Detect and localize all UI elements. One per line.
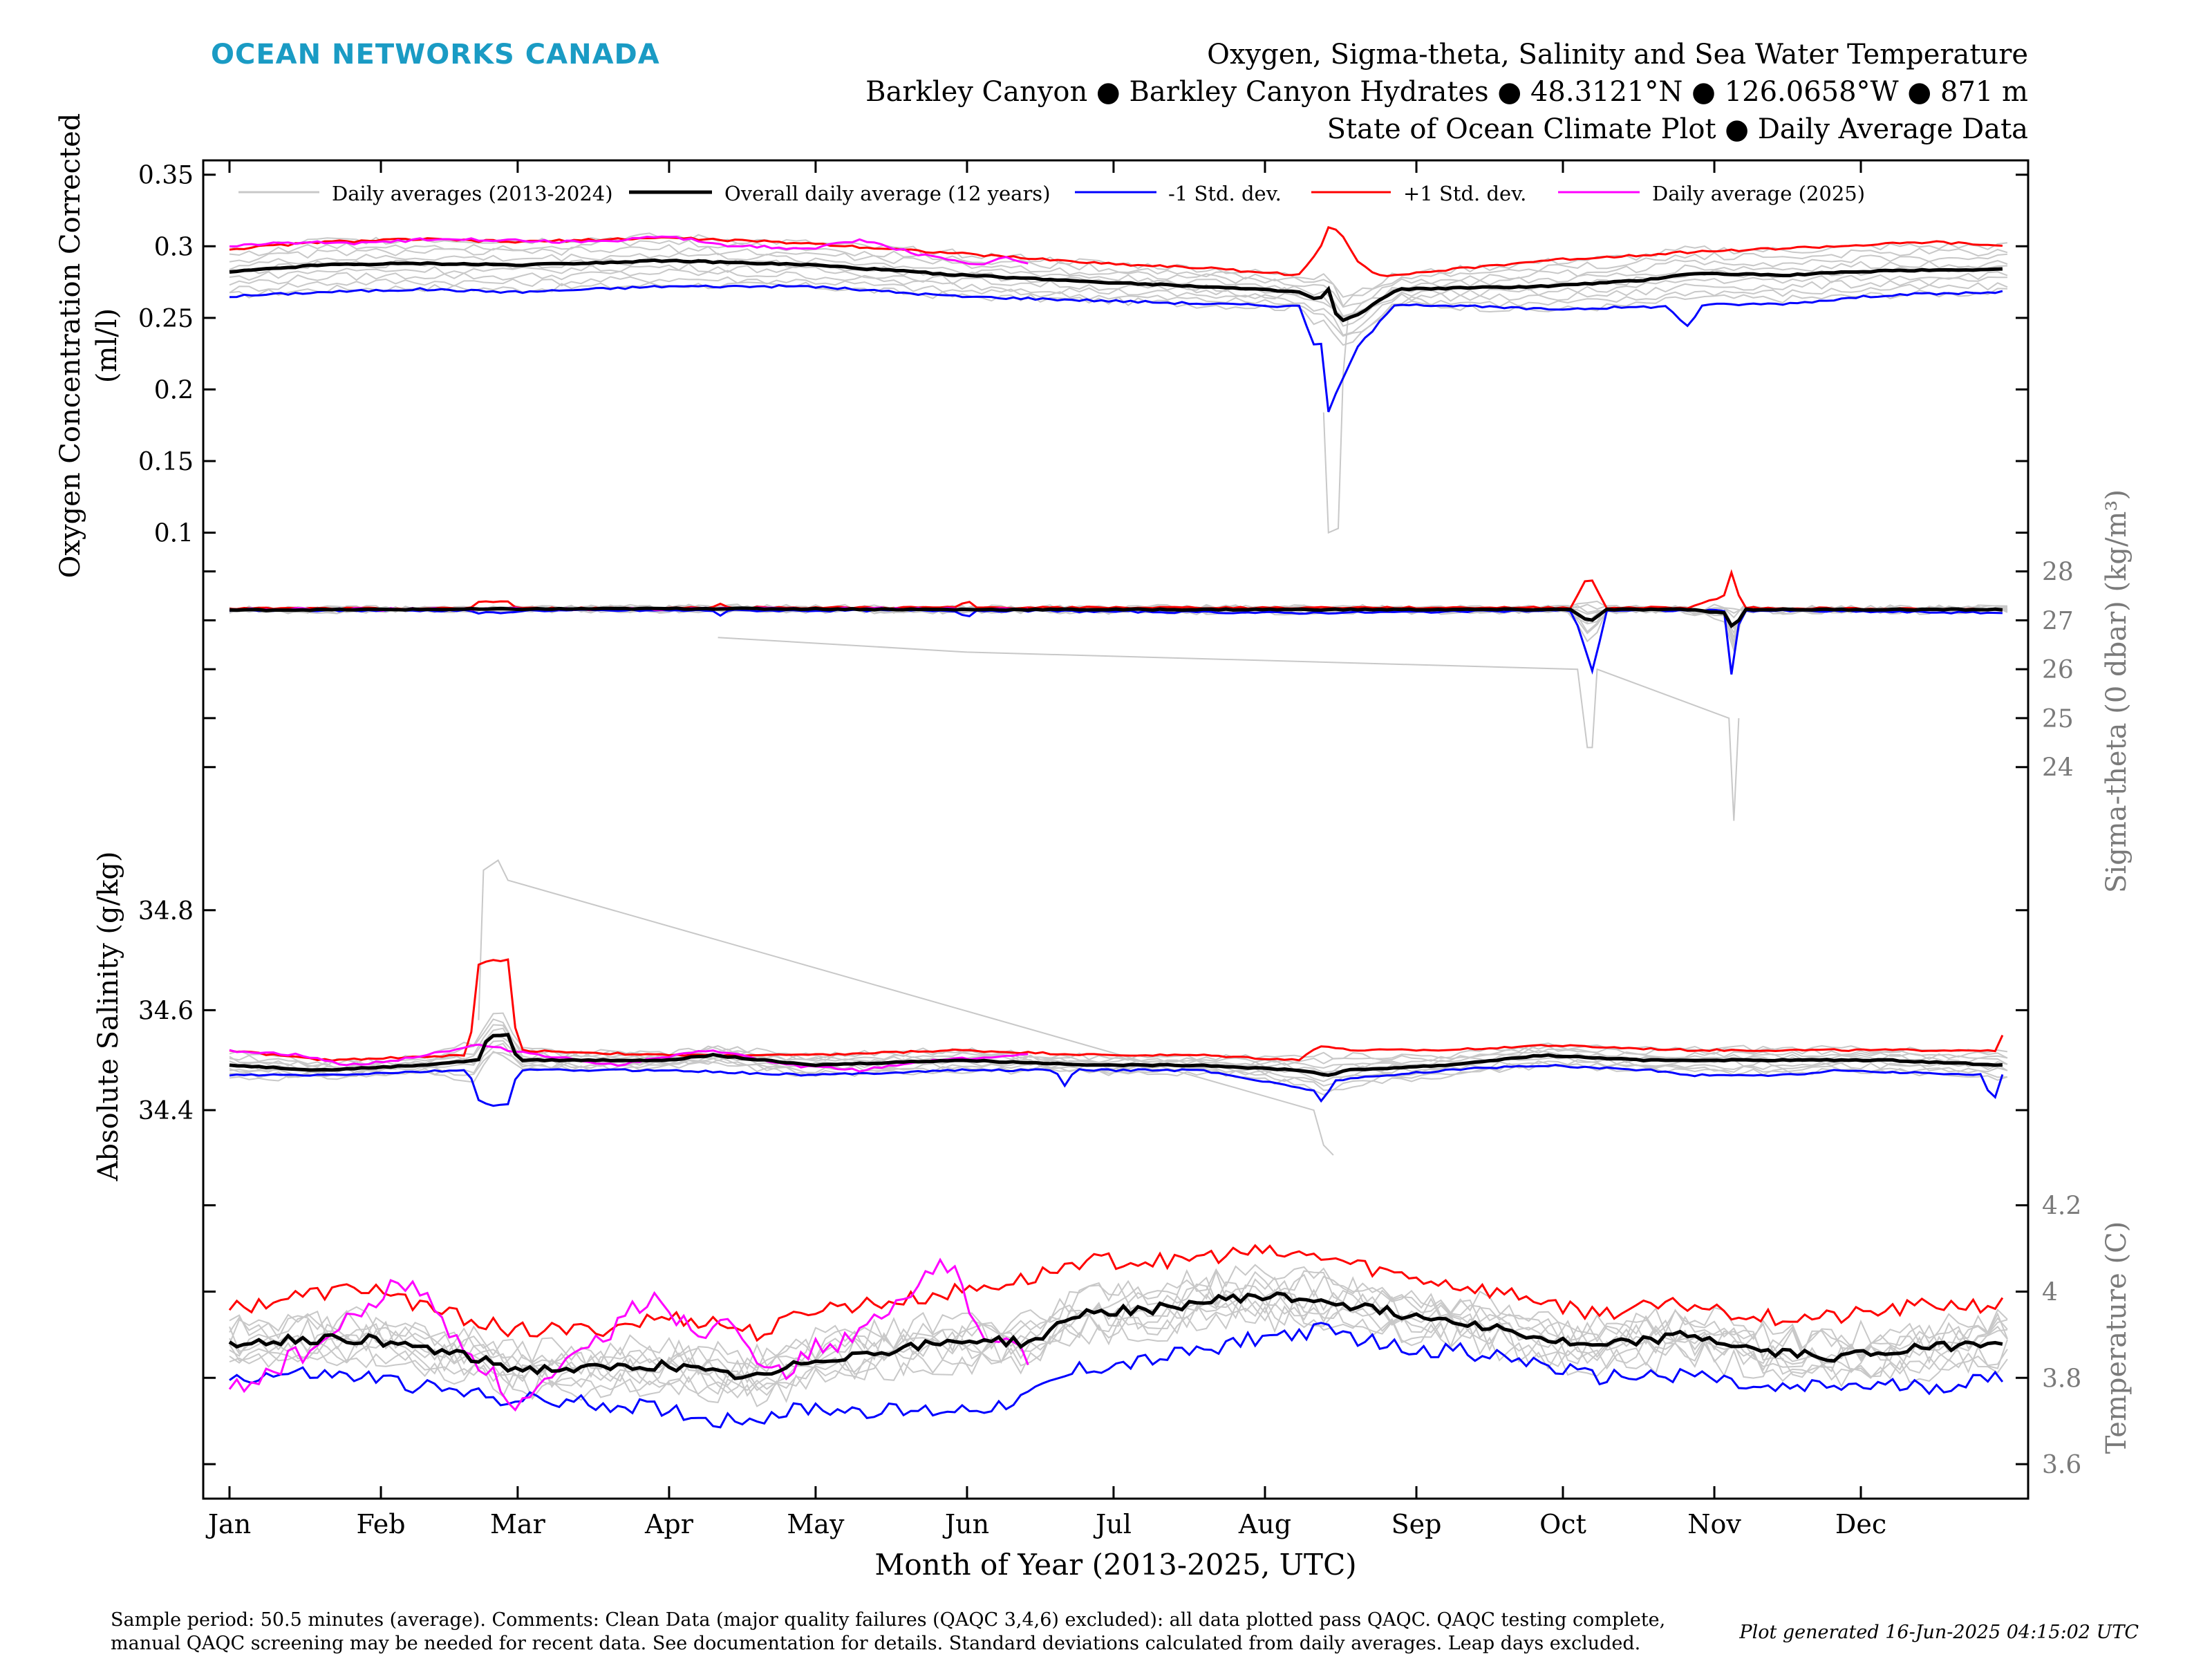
- legend-label-overall: Overall daily average (12 years): [724, 182, 1051, 205]
- oxygen-tick-label: 0.1: [154, 520, 194, 548]
- x-tick-label: Feb: [356, 1509, 405, 1539]
- sigma_theta-tick-label: 26: [2042, 656, 2074, 684]
- x-tick-label: Mar: [490, 1509, 546, 1539]
- legend-label-minus: -1 Std. dev.: [1168, 182, 1282, 205]
- temperature-historical-trace: [229, 1264, 2008, 1371]
- legend-label-plus: +1 Std. dev.: [1403, 182, 1526, 205]
- temperature-historical-trace: [229, 1273, 2008, 1378]
- x-tick-label: Dec: [1835, 1509, 1886, 1539]
- salinity-panel: 34.4 34.6 34.8: [138, 859, 2028, 1156]
- plot-frame: [202, 159, 2030, 1500]
- sigma_theta-overall-avg-line: [229, 606, 2003, 628]
- chart-title-line1: Oxygen, Sigma-theta, Salinity and Sea Wa…: [1207, 39, 2028, 71]
- temperature-historical-trace: [229, 1269, 2008, 1372]
- oxygen-historical-trace: [229, 252, 2008, 317]
- legend: Daily averages (2013-2024) Overall daily…: [207, 171, 1888, 213]
- oxygen-historical-spike: [1322, 317, 1349, 534]
- salinity-current-year-line: [229, 1043, 1029, 1073]
- oxygen-tick-label: 0.2: [154, 376, 194, 404]
- salinity-historical-spike: [478, 859, 1334, 1156]
- legend-label-historical: Daily averages (2013-2024): [332, 182, 613, 205]
- temperature-historical-trace: [229, 1280, 2008, 1384]
- sigma_theta-tick-label: 24: [2042, 754, 2074, 782]
- footer-line1: Sample period: 50.5 minutes (average). C…: [111, 1609, 1665, 1631]
- oxygen-historical-trace: [229, 263, 2008, 327]
- sigma_theta-tick-label: 25: [2042, 705, 2074, 733]
- salinity-tick-label: 34.6: [138, 997, 194, 1025]
- oxygen-ylabel-line1: Oxygen Concentration Corrected: [55, 113, 86, 579]
- oxygen-current-year-line: [229, 235, 1029, 265]
- x-tick-label: Sep: [1391, 1509, 1442, 1539]
- salinity-overall-avg-line: [229, 1033, 2003, 1078]
- x-axis: Jan Feb Mar Apr May Jun Jul Aug Sep Oct Nov Dec: [205, 160, 1886, 1539]
- oxygen-panel: 0.1 0.15 0.2 0.25 0.3 0.35: [138, 162, 2028, 548]
- salinity-historical-trace: [229, 1012, 2008, 1067]
- oxygen-historical-trace: [229, 268, 2008, 336]
- temperature-plus-std-line: [228, 1244, 2004, 1342]
- oxygen-minus-std-line: [229, 284, 2003, 413]
- x-tick-label: Nov: [1687, 1509, 1741, 1539]
- salinity-minus-std-line: [229, 1064, 2004, 1107]
- x-axis-label: Month of Year (2013-2025, UTC): [874, 1548, 1356, 1582]
- x-tick-label: Jan: [205, 1509, 251, 1539]
- x-tick-label: May: [787, 1509, 845, 1539]
- temperature-ylabel: Temperature (C): [2101, 1221, 2133, 1454]
- oxygen-historical-trace: [229, 239, 2008, 308]
- oxygen-tick-label: 0.35: [138, 162, 194, 190]
- oxygen-historical-trace: [229, 257, 2008, 318]
- x-tick-label: Apr: [644, 1509, 694, 1539]
- salinity-plus-std-line: [229, 958, 2004, 1062]
- temperature-tick-label: 4: [2042, 1278, 2058, 1306]
- footer-generated: Plot generated 16-Jun-2025 04:15:02 UTC: [1738, 1622, 2139, 1643]
- oxygen-tick-label: 0.15: [138, 448, 194, 476]
- sigma_theta-historical-spike: [718, 637, 1740, 821]
- x-tick-label: Aug: [1238, 1509, 1291, 1539]
- x-tick-label: Jul: [1093, 1509, 1132, 1539]
- salinity-historical-trace: [229, 1051, 2008, 1091]
- oxygen-tick-label: 0.3: [154, 233, 194, 261]
- sigma-theta-ylabel: Sigma-theta (0 dbar) (kg/m³): [2101, 489, 2133, 893]
- oxygen-ylabel-line2: (ml/l): [91, 308, 123, 383]
- x-tick-label: Jun: [942, 1509, 989, 1539]
- salinity-ylabel: Absolute Salinity (g/kg): [93, 851, 124, 1181]
- sigma_theta-plus-std-line: [229, 569, 2003, 612]
- logo-text: OCEAN NETWORKS CANADA: [211, 39, 660, 71]
- chart-title-line3: State of Ocean Climate Plot ● Daily Aver…: [1327, 113, 2028, 145]
- footer-line2: manual QAQC screening may be needed for …: [111, 1633, 1640, 1654]
- temperature-overall-avg-line: [228, 1291, 2003, 1380]
- legend-label-current: Daily average (2025): [1652, 182, 1865, 205]
- oxygen-overall-avg-line: [229, 258, 2003, 323]
- sigma_theta-minus-std-line: [229, 608, 2003, 675]
- salinity-tick-label: 34.8: [138, 897, 194, 926]
- oxygen-historical-trace: [229, 276, 2008, 337]
- sigma_theta-tick-label: 28: [2042, 559, 2074, 587]
- temperature-tick-label: 3.8: [2042, 1365, 2081, 1393]
- temperature-tick-label: 3.6: [2042, 1451, 2081, 1479]
- salinity-historical-trace: [229, 1042, 2008, 1087]
- temperature-panel: 3.6 3.8 4 4.2: [203, 1192, 2081, 1479]
- sigma-theta-panel: 24 25 26 27 28: [203, 559, 2074, 821]
- temperature-tick-label: 4.2: [2042, 1192, 2081, 1221]
- temperature-current-year-line: [228, 1257, 1029, 1412]
- sigma_theta-tick-label: 27: [2042, 607, 2074, 635]
- oxygen-tick-label: 0.25: [138, 305, 194, 333]
- chart-title-line2: Barkley Canyon ● Barkley Canyon Hydrates…: [865, 76, 2028, 108]
- salinity-tick-label: 34.4: [138, 1097, 194, 1125]
- x-tick-label: Oct: [1539, 1509, 1586, 1539]
